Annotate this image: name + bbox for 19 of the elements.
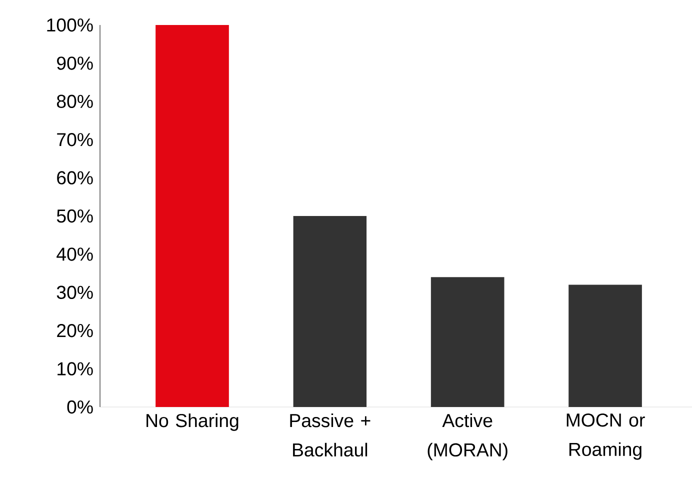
y-tick-label: 30% bbox=[56, 286, 93, 300]
y-tick-label: 40% bbox=[56, 248, 93, 261]
y-tick-label: 90% bbox=[57, 56, 93, 70]
bar bbox=[430, 277, 504, 407]
x-tick-label: MOCN or Roaming bbox=[566, 413, 645, 460]
y-tick-label: 50% bbox=[56, 209, 93, 223]
x-tick-label: No Sharing bbox=[146, 413, 238, 431]
bar bbox=[293, 216, 367, 407]
y-tick-label: 100% bbox=[47, 18, 93, 32]
bar bbox=[568, 284, 642, 407]
bar bbox=[156, 25, 229, 407]
y-tick-label: 0% bbox=[67, 400, 93, 414]
y-tick-label: 20% bbox=[57, 324, 93, 338]
y-tick-label: 80% bbox=[56, 94, 93, 108]
x-tick-label: Passive + Backhaul bbox=[290, 413, 370, 457]
y-tick-label: 10% bbox=[58, 362, 93, 376]
y-tick-label: 70% bbox=[57, 132, 93, 146]
x-tick-label: Active (MORAN) bbox=[428, 413, 508, 460]
y-tick-label: 60% bbox=[57, 171, 93, 184]
